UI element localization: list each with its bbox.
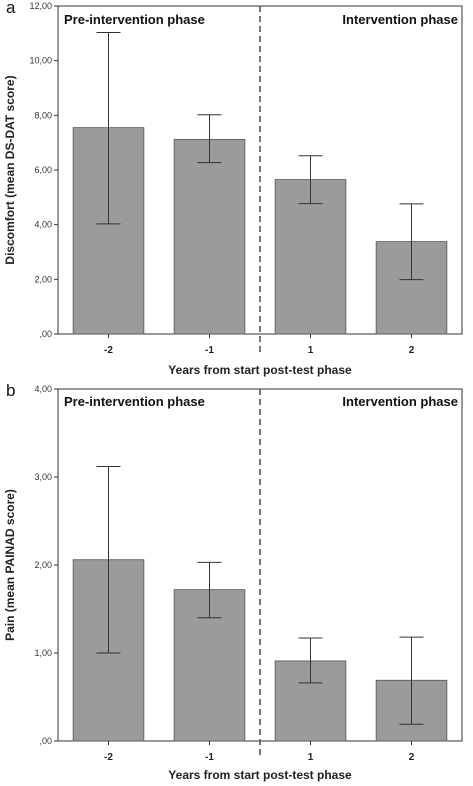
y-axis-ticks: ,00 1,00 2,00 3,00 4,00 bbox=[34, 384, 58, 746]
y-tick-label: 2,00 bbox=[34, 274, 52, 284]
y-axis-ticks: ,00 2,00 4,00 6,00 8,00 10,00 12,00 bbox=[29, 1, 58, 339]
panel-a: a ,00 2,00 4,00 6,00 8,00 10,00 12,00 -2 -1 1 2 P… bbox=[3, 0, 463, 377]
phase-label-pre: Pre-intervention phase bbox=[64, 394, 205, 409]
x-axis-ticks: -2 -1 1 2 bbox=[104, 334, 415, 356]
y-axis-title: Discomfort (mean DS-DAT score) bbox=[3, 75, 17, 264]
y-tick-label: 12,00 bbox=[29, 1, 52, 11]
error-bar-2 bbox=[399, 636, 424, 725]
x-tick-label: -1 bbox=[205, 752, 214, 763]
error-bar-2 bbox=[399, 203, 424, 281]
y-tick-label: 10,00 bbox=[29, 56, 52, 66]
x-axis-ticks: -2 -1 1 2 bbox=[104, 741, 415, 763]
phase-label-pre: Pre-intervention phase bbox=[64, 12, 205, 27]
y-tick-label: 2,00 bbox=[34, 560, 52, 570]
y-axis-title: Pain (mean PAINAD score) bbox=[3, 489, 17, 641]
y-tick-label: 4,00 bbox=[34, 384, 52, 394]
y-tick-label: 1,00 bbox=[34, 648, 52, 658]
x-tick-label: -1 bbox=[205, 345, 214, 356]
x-tick-label: -2 bbox=[104, 752, 113, 763]
x-tick-label: 2 bbox=[409, 345, 415, 356]
bar--1 bbox=[173, 138, 246, 335]
phase-label-intervention: Intervention phase bbox=[342, 12, 458, 27]
x-tick-label: 2 bbox=[409, 752, 415, 763]
x-axis-title: Years from start post-test phase bbox=[168, 768, 352, 782]
error-bar--1 bbox=[197, 561, 222, 619]
panel-label: a bbox=[6, 0, 16, 17]
bar-marks bbox=[72, 32, 448, 335]
error-bar-1 bbox=[298, 155, 323, 205]
x-tick-label: 1 bbox=[308, 752, 314, 763]
bar-1 bbox=[274, 179, 347, 335]
y-tick-label: 4,00 bbox=[34, 220, 52, 230]
y-tick-label: 6,00 bbox=[34, 165, 52, 175]
panel-b: b ,00 1,00 2,00 3,00 4,00 -2 -1 1 2 Pre-interve… bbox=[3, 381, 463, 782]
y-tick-label: ,00 bbox=[39, 329, 52, 339]
error-bar--2 bbox=[96, 465, 121, 654]
error-bar-1 bbox=[298, 637, 323, 684]
y-tick-label: 3,00 bbox=[34, 472, 52, 482]
panel-label: b bbox=[6, 381, 15, 400]
x-axis-title: Years from start post-test phase bbox=[168, 363, 352, 377]
error-bar--1 bbox=[197, 114, 222, 164]
error-bar--2 bbox=[96, 32, 121, 225]
y-tick-label: ,00 bbox=[39, 736, 52, 746]
y-tick-label: 8,00 bbox=[34, 110, 52, 120]
phase-label-intervention: Intervention phase bbox=[342, 394, 458, 409]
x-tick-label: -2 bbox=[104, 345, 113, 356]
bar-marks bbox=[72, 465, 448, 742]
x-tick-label: 1 bbox=[308, 345, 314, 356]
